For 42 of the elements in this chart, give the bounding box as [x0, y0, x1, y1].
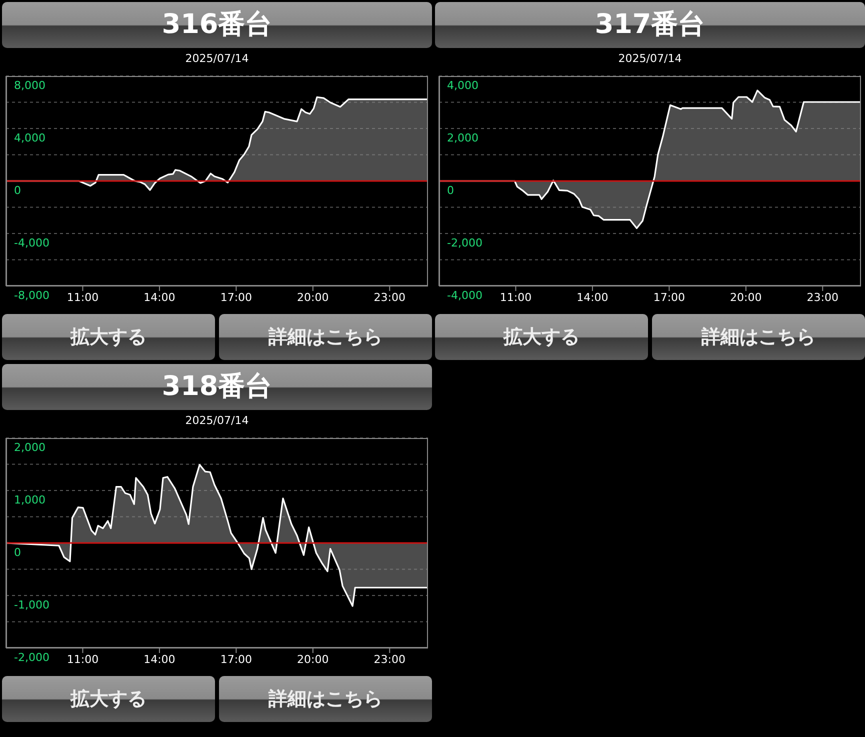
x-tick-label: 14:00: [144, 290, 176, 304]
x-tick-label: 23:00: [806, 290, 838, 304]
y-tick-label: 2,000: [447, 131, 478, 144]
x-tick-label: 20:00: [730, 290, 762, 304]
x-tick-label: 11:00: [66, 652, 99, 666]
x-tick-label: 17:00: [220, 652, 252, 666]
x-tick-label: 17:00: [220, 290, 252, 304]
chart-subtitle: 2025/07/14: [184, 413, 250, 429]
y-tick-label: -1,000: [14, 598, 50, 612]
x-tick-label: 14:00: [576, 290, 608, 304]
x-tick-label: 23:00: [374, 290, 406, 304]
chart-title: 318番台: [2, 364, 432, 410]
y-tick-label: -2,000: [447, 236, 482, 250]
x-tick-label: 11:00: [66, 290, 99, 304]
chart-subtitle: 2025/07/14: [617, 51, 683, 67]
x-tick-label: 20:00: [297, 652, 329, 666]
y-tick-label: 0: [447, 184, 454, 197]
y-tick-label: -2,000: [14, 650, 50, 664]
x-tick-label: 11:00: [500, 290, 532, 304]
x-tick-label: 23:00: [374, 652, 406, 666]
chart-title: 316番台: [2, 2, 432, 48]
y-tick-label: -4,000: [447, 288, 482, 302]
button: 拡大する: [2, 676, 215, 722]
x-tick-label: 14:00: [144, 652, 176, 666]
x-tick-label: 20:00: [297, 290, 329, 304]
y-tick-label: -4,000: [14, 236, 50, 250]
y-tick-label: 4,000: [14, 131, 46, 144]
x-tick-label: 17:00: [653, 290, 686, 304]
y-tick-label: 2,000: [14, 440, 46, 454]
y-tick-label: 1,000: [14, 493, 46, 506]
y-tick-label: 0: [14, 184, 21, 197]
chart-subtitle: 2025/07/14: [184, 51, 250, 67]
y-tick-label: 8,000: [14, 78, 46, 92]
button: 詳細はこちら: [219, 676, 432, 722]
button: 詳細はこちら: [652, 314, 865, 360]
y-tick-label: 4,000: [447, 78, 478, 92]
y-tick-label: -8,000: [14, 288, 50, 302]
button: 拡大する: [435, 314, 648, 360]
y-tick-label: 0: [14, 546, 21, 559]
chart-title: 317番台: [435, 2, 865, 48]
button: 拡大する: [2, 314, 215, 360]
button: 詳細はこちら: [219, 314, 432, 360]
